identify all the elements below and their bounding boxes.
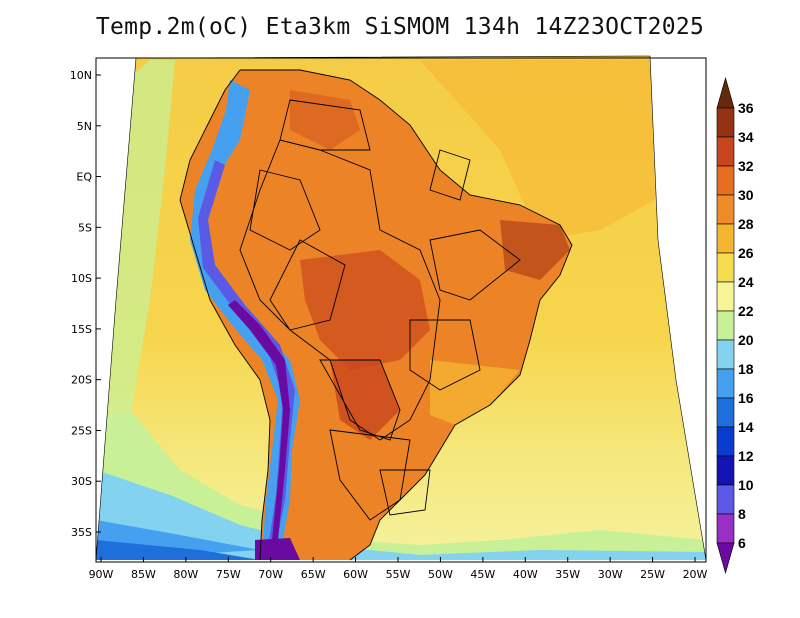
colorbar-level-label: 30 [738,187,754,203]
colorbar-swatch [716,339,735,370]
south-ocean-band-22 [96,410,706,560]
domain-edge-right [135,55,707,561]
peru-border [249,169,321,251]
colorbar-swatch [716,513,735,544]
colorbar-level-label: 32 [738,158,754,174]
domain-edge-left [95,57,137,561]
colorbar-level-label: 14 [738,419,754,435]
colorbar-level-label: 6 [738,535,746,551]
colorbar-swatch [716,281,735,312]
colorbar: 6 8 10 12 14 16 18 20 22 24 26 28 30 32 34 36 [716,76,754,575]
paraguay-border [319,359,401,441]
lat-tick-label: 10S [71,272,92,285]
longitude-axis: 90W 85W 80W 75W 70W 65W 60W 55W 50W 45W 40W 35W 30W 2… [89,557,708,581]
colorbar-level-label: 26 [738,245,754,261]
colorbar-swatch [716,223,735,254]
lat-tick-label: 5N [77,120,92,133]
colorbar-level-label: 22 [738,303,754,319]
brazil-west-border [239,139,441,441]
lat-tick-label: 30S [71,475,92,488]
andes-coldest-band [228,300,290,540]
lon-tick-label: 65W [301,568,326,581]
colorbar-level-label: 8 [738,506,746,522]
lon-tick-label: 20W [683,568,708,581]
colorbar-level-label: 20 [738,332,754,348]
colorbar-swatch [716,107,735,138]
patagonia-cold-area [255,538,300,560]
lon-tick-label: 80W [173,568,198,581]
central-brazil-hot-area [300,250,430,370]
colorbar-swatch [716,136,735,167]
lat-tick-label: 20S [71,374,92,387]
brazil-state-border-ne [429,229,521,301]
lon-tick-label: 45W [470,568,495,581]
southeast-mild-area [430,360,520,425]
colorbar-level-label: 16 [738,390,754,406]
lon-tick-label: 85W [131,568,156,581]
east-coastline [240,69,573,561]
lat-tick-label: 15S [71,323,92,336]
colorbar-level-label: 24 [738,274,754,290]
colorbar-swatch [716,397,735,428]
country-borders [179,69,573,561]
lon-tick-label: 50W [428,568,453,581]
lat-tick-label: 25S [71,424,92,437]
lon-tick-label: 60W [343,568,368,581]
venezuela-hot-area [290,90,360,150]
colorbar-swatch [716,426,735,457]
lat-tick-label: 10N [70,69,92,82]
lon-tick-label: 25W [640,568,665,581]
lon-tick-label: 30W [598,568,623,581]
colorbar-level-label: 12 [738,448,754,464]
lon-tick-label: 70W [258,568,283,581]
colorbar-swatch [716,368,735,399]
colorbar-swatch [716,455,735,486]
lat-tick-label: 35S [71,526,92,539]
map-frame [95,57,707,563]
lon-tick-label: 55W [386,568,411,581]
colorbar-swatch [716,165,735,196]
temperature-field [96,56,706,560]
colorbar-level-label: 28 [738,216,754,232]
colorbar-level-label: 36 [738,100,754,116]
uruguay-border [379,469,431,516]
map-title: Temp.2m(oC) Eta3km SiSMOM 134h 14Z23OCT2… [95,14,705,40]
colorbar-level-label: 18 [738,361,754,377]
lat-tick-label: 5S [78,221,92,234]
colorbar-level-label: 34 [738,129,754,145]
lat-tick-label: EQ [76,171,92,184]
latitude-axis: 10N 5N EQ 5S 10S 15S 20S 25S 30S 35S [70,69,101,539]
south-ocean-band-14 [96,540,260,560]
atlantic-warm-band [420,60,655,240]
south-ocean-band-18 [96,470,706,560]
lon-tick-label: 35W [555,568,580,581]
bolivia-border [269,239,346,331]
lon-tick-label: 75W [216,568,241,581]
colorbar-swatch [716,252,735,283]
lon-tick-label: 40W [513,568,538,581]
brazil-state-border-se [409,319,481,391]
lon-tick-label: 90W [89,568,114,581]
colorbar-bottom-arrow [716,542,735,575]
west-coastline [179,69,271,561]
northeast-hot-area [500,220,570,280]
colorbar-swatch [716,194,735,225]
colorbar-level-label: 10 [738,477,754,493]
colorbar-top-arrow [716,76,735,109]
colorbar-swatch [716,310,735,341]
colorbar-swatch [716,484,735,515]
guianas-border [429,149,471,201]
argentina-north-border [329,429,411,521]
venezuela-border [279,99,371,151]
chaco-hot-area [330,360,400,440]
